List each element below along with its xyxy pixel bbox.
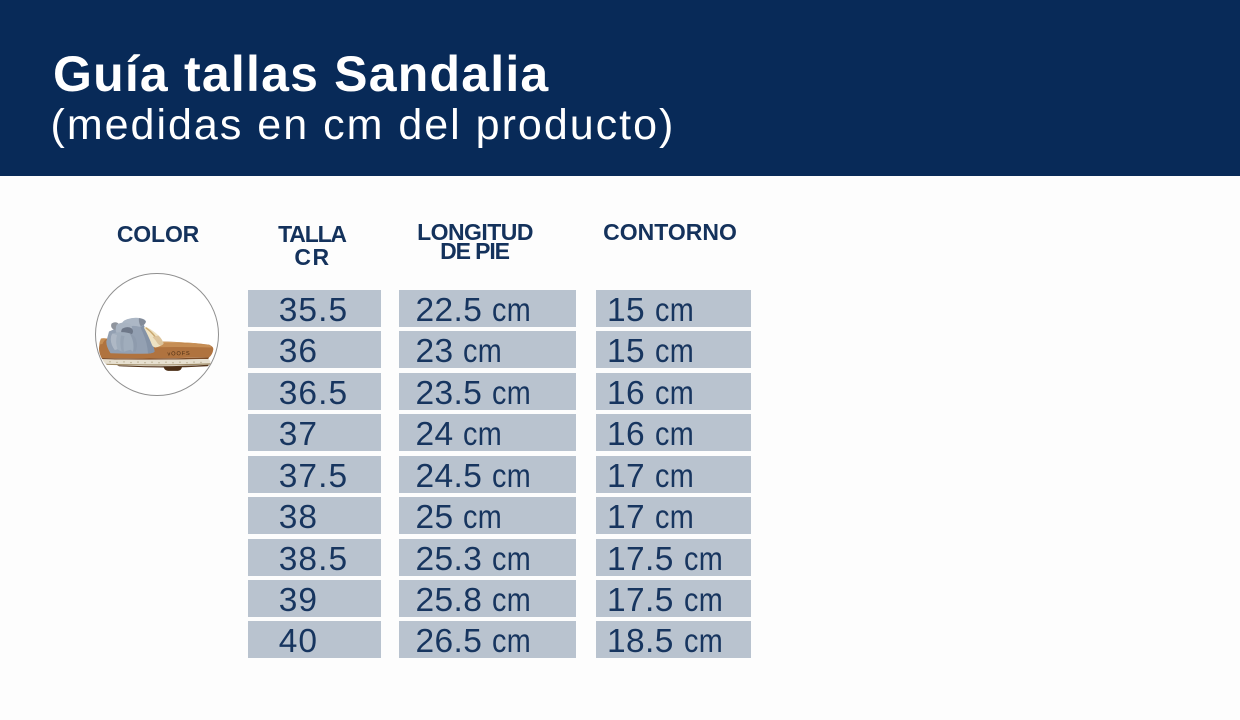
svg-text:vOOFS: vOOFS: [167, 351, 190, 358]
